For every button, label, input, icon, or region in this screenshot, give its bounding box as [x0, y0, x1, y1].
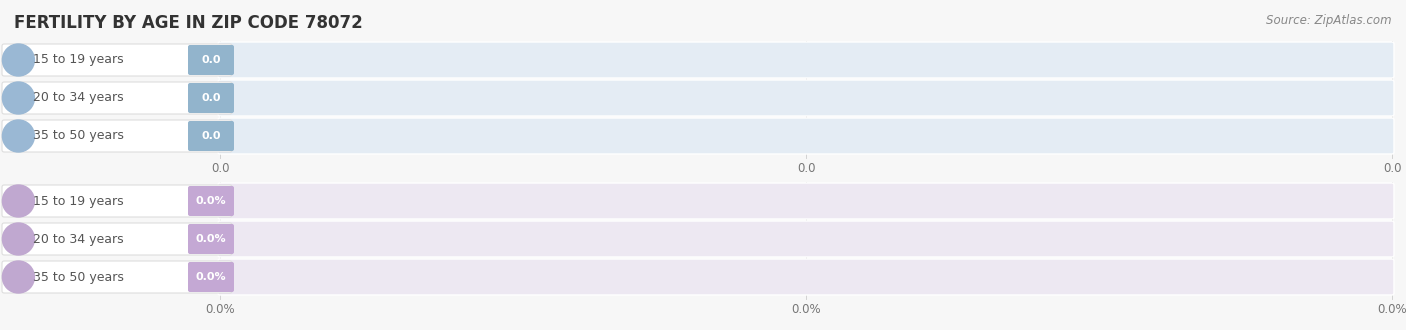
- Text: 0.0%: 0.0%: [195, 196, 226, 206]
- FancyBboxPatch shape: [188, 186, 233, 216]
- Text: 0.0: 0.0: [797, 162, 815, 175]
- Circle shape: [3, 82, 34, 114]
- Text: Source: ZipAtlas.com: Source: ZipAtlas.com: [1267, 14, 1392, 27]
- FancyBboxPatch shape: [1, 82, 232, 114]
- Text: 0.0: 0.0: [1382, 162, 1402, 175]
- Text: FERTILITY BY AGE IN ZIP CODE 78072: FERTILITY BY AGE IN ZIP CODE 78072: [14, 14, 363, 32]
- Text: 0.0%: 0.0%: [205, 303, 235, 316]
- FancyBboxPatch shape: [218, 118, 1393, 154]
- FancyBboxPatch shape: [188, 121, 233, 151]
- Text: 15 to 19 years: 15 to 19 years: [32, 194, 124, 208]
- FancyBboxPatch shape: [1, 185, 232, 217]
- FancyBboxPatch shape: [1, 120, 232, 152]
- FancyBboxPatch shape: [218, 80, 1393, 116]
- Text: 35 to 50 years: 35 to 50 years: [32, 129, 124, 143]
- Text: 0.0%: 0.0%: [195, 272, 226, 282]
- FancyBboxPatch shape: [188, 262, 233, 292]
- Text: 0.0: 0.0: [201, 131, 221, 141]
- FancyBboxPatch shape: [188, 83, 233, 113]
- Circle shape: [3, 44, 34, 76]
- FancyBboxPatch shape: [1, 223, 232, 255]
- FancyBboxPatch shape: [1, 44, 232, 76]
- Text: 0.0%: 0.0%: [792, 303, 821, 316]
- Text: 0.0: 0.0: [201, 93, 221, 103]
- Circle shape: [3, 185, 34, 217]
- Text: 0.0%: 0.0%: [195, 234, 226, 244]
- Text: 35 to 50 years: 35 to 50 years: [32, 271, 124, 283]
- Text: 0.0: 0.0: [211, 162, 229, 175]
- FancyBboxPatch shape: [1, 261, 232, 293]
- Circle shape: [3, 223, 34, 255]
- Text: 20 to 34 years: 20 to 34 years: [32, 233, 124, 246]
- Text: 20 to 34 years: 20 to 34 years: [32, 91, 124, 105]
- Text: 0.0: 0.0: [201, 55, 221, 65]
- FancyBboxPatch shape: [188, 45, 233, 75]
- Circle shape: [3, 261, 34, 293]
- FancyBboxPatch shape: [218, 259, 1393, 295]
- Text: 15 to 19 years: 15 to 19 years: [32, 53, 124, 67]
- FancyBboxPatch shape: [218, 221, 1393, 257]
- Text: 0.0%: 0.0%: [1378, 303, 1406, 316]
- FancyBboxPatch shape: [188, 224, 233, 254]
- Circle shape: [3, 120, 34, 152]
- FancyBboxPatch shape: [218, 183, 1393, 219]
- FancyBboxPatch shape: [218, 42, 1393, 78]
